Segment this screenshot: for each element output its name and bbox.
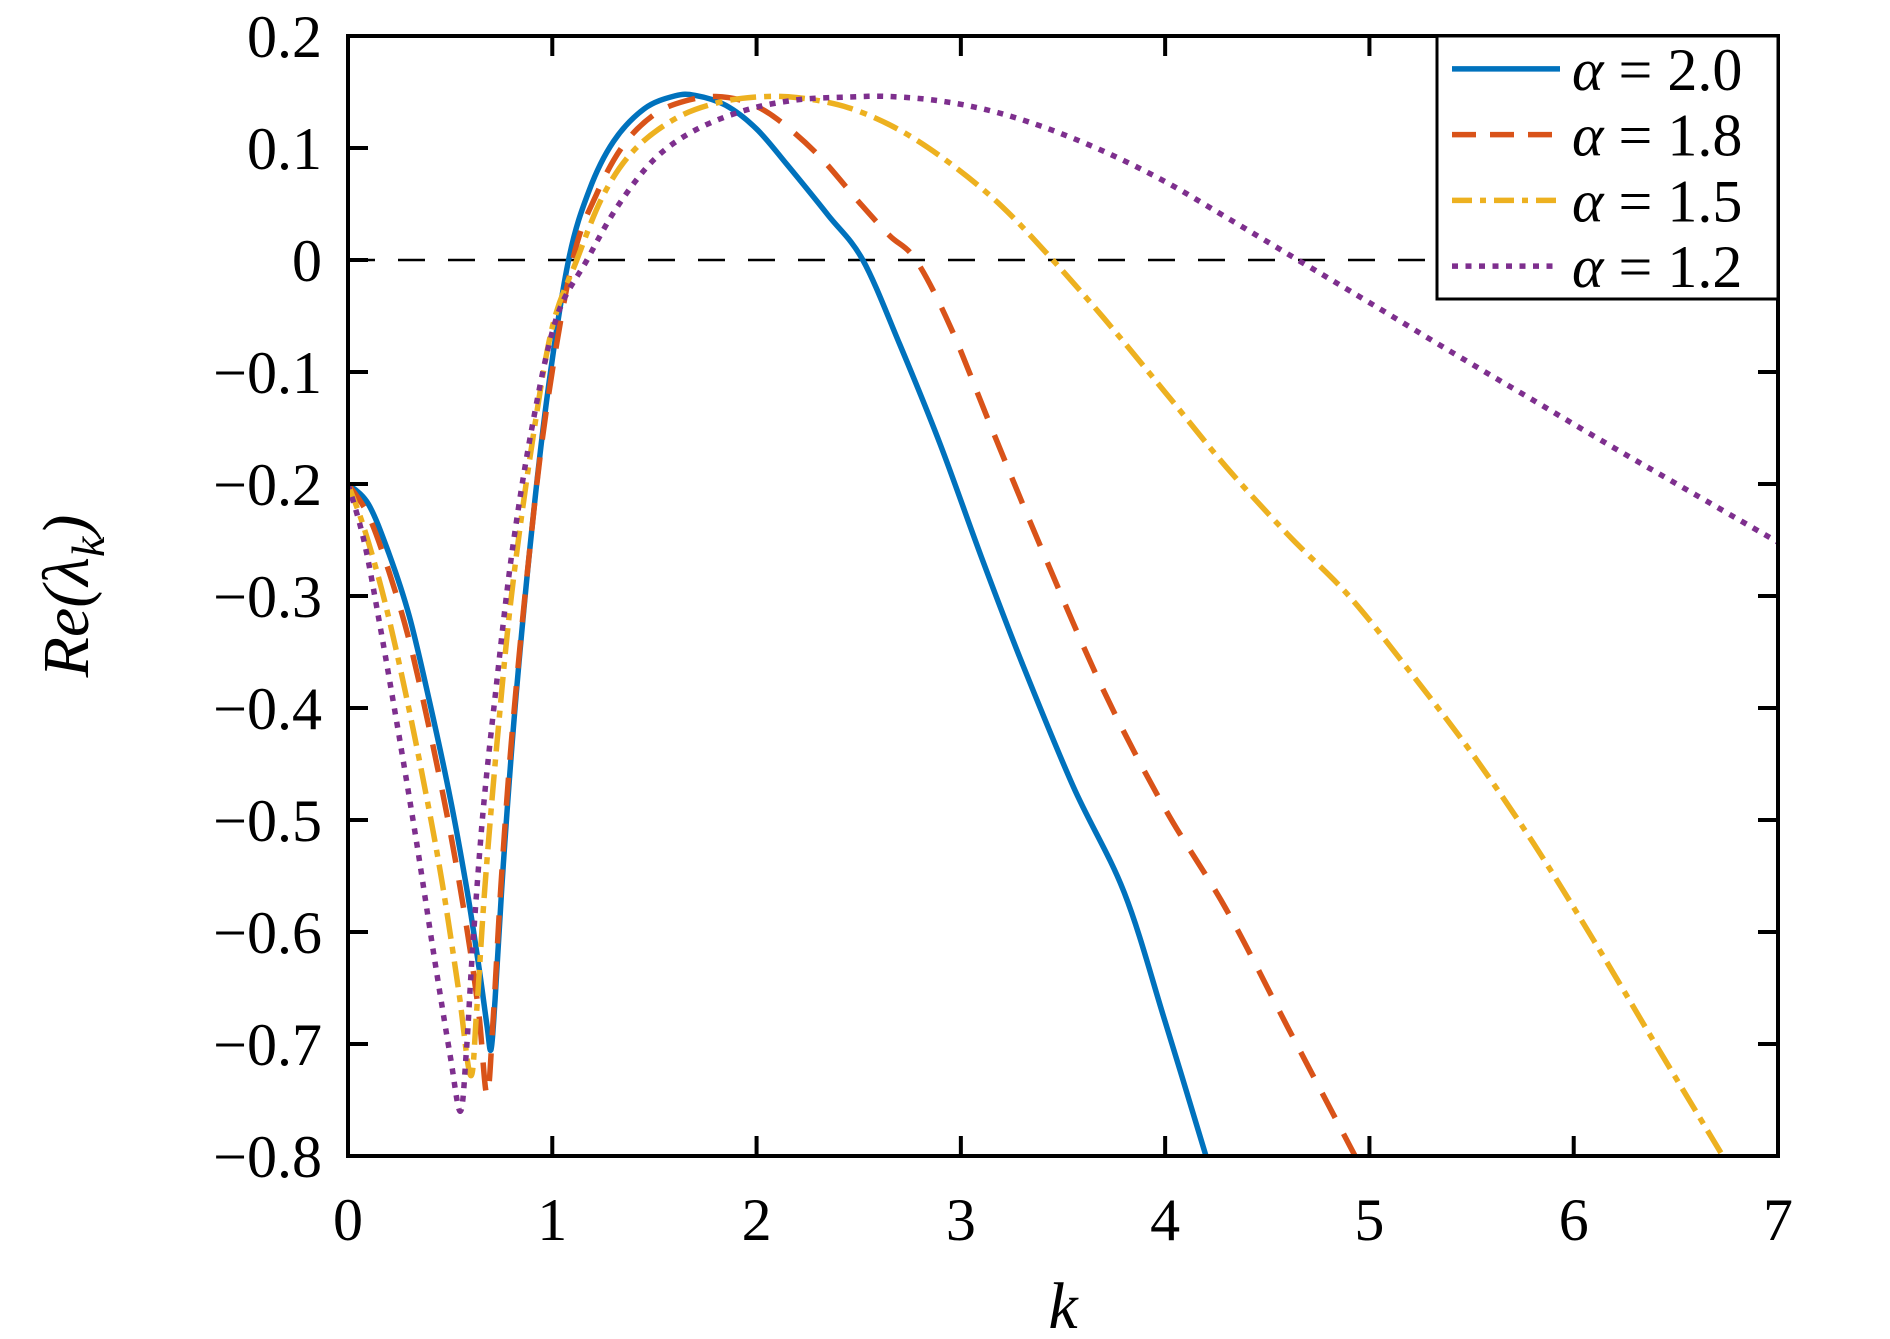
y-tick-label: 0 (292, 228, 322, 294)
legend-label-alpha-2.0: α = 2.0 (1572, 37, 1742, 103)
y-tick-label: 0.1 (247, 116, 322, 182)
y-tick-label: −0.8 (213, 1124, 322, 1190)
legend-label-value: = 1.5 (1604, 168, 1743, 234)
y-axis-label-main: Re(λ (30, 557, 103, 678)
y-axis-label-close: ) (30, 515, 103, 541)
y-axis-label: Re(λk) (30, 515, 114, 679)
y-tick-label: −0.2 (213, 452, 322, 518)
legend-label-value: = 1.2 (1604, 234, 1743, 300)
y-tick-label: −0.4 (213, 676, 322, 742)
legend-label-symbol: α (1572, 168, 1605, 234)
legend-label-symbol: α (1572, 103, 1605, 169)
y-tick-label: −0.5 (213, 788, 322, 854)
y-axis-label-subscript: k (63, 535, 114, 557)
x-tick-label: 3 (946, 1187, 976, 1253)
x-tick-label: 1 (537, 1187, 567, 1253)
legend-label-value: = 2.0 (1604, 37, 1743, 103)
tick-labels-group: 0 1 2 3 4 5 6 7 0.2 0.1 0 −0.1 −0.2 −0.3 −0.4 −0.5 −0.6 −… (213, 4, 1793, 1253)
legend-label-symbol: α (1572, 234, 1605, 300)
y-tick-label: 0.2 (247, 4, 322, 70)
x-tick-label: 2 (742, 1187, 772, 1253)
legend-group: α = 2.0α = 1.8α = 1.5α = 1.2 (1435, 34, 1780, 301)
x-tick-label: 4 (1150, 1187, 1180, 1253)
x-tick-label: 7 (1763, 1187, 1793, 1253)
series-curve-alpha-1.2 (348, 93, 1778, 1114)
x-tick-label: 6 (1559, 1187, 1589, 1253)
series-curve-alpha-1.5 (348, 93, 1726, 1156)
y-tick-label: −0.3 (213, 564, 322, 630)
y-tick-label: −0.1 (213, 340, 322, 406)
legend-box (1435, 34, 1780, 301)
series-curve-alpha-1.8 (348, 93, 1358, 1156)
x-axis-label: k (1048, 1270, 1079, 1339)
curves-group (348, 91, 1778, 1156)
legend-label-value: = 1.8 (1604, 103, 1743, 169)
y-tick-label: −0.7 (213, 1012, 322, 1078)
y-tick-label: −0.6 (213, 900, 322, 966)
legend-label-alpha-1.8: α = 1.8 (1572, 103, 1742, 169)
legend-label-alpha-1.5: α = 1.5 (1572, 168, 1742, 234)
x-tick-label: 5 (1354, 1187, 1384, 1253)
legend-label-symbol: α (1572, 37, 1605, 103)
x-tick-label: 0 (333, 1187, 363, 1253)
series-curve-alpha-2.0 (348, 91, 1209, 1156)
legend-label-alpha-1.2: α = 1.2 (1572, 234, 1742, 300)
